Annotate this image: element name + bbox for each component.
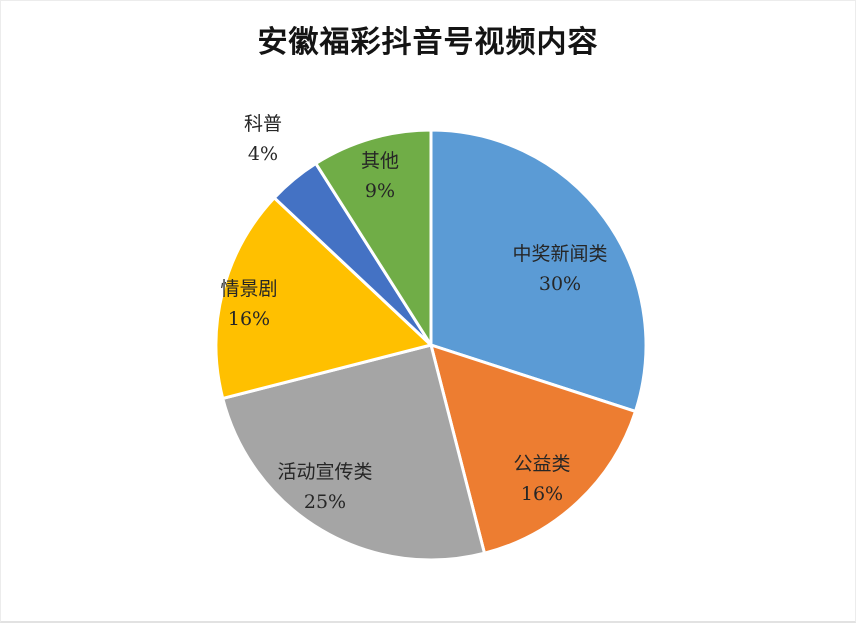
pie-slice-1 [429, 343, 637, 555]
pie-slice-3 [214, 196, 433, 400]
pie-slice-5 [314, 128, 433, 347]
pie-slice-0 [429, 128, 648, 413]
chart-title: 安徽福彩抖音号视频内容 [257, 25, 599, 60]
pie-slice-2 [221, 343, 486, 562]
